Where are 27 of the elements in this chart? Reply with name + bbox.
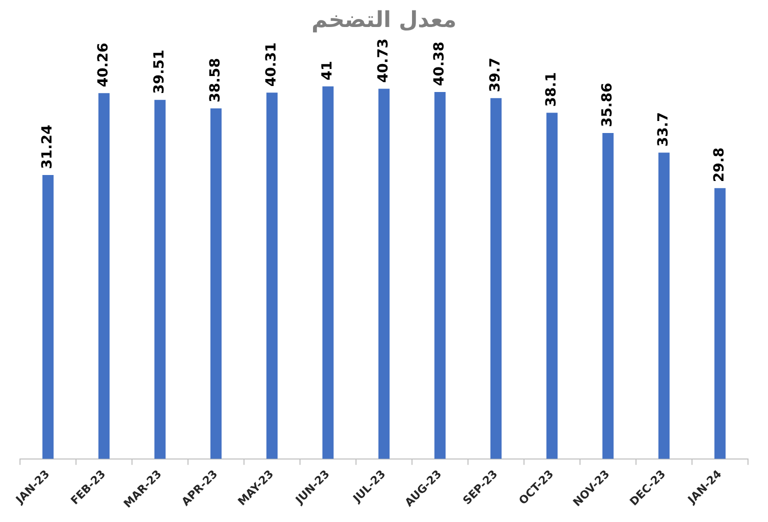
data-label: 33.7 [656, 112, 672, 147]
data-label: 38.1 [544, 72, 560, 107]
data-label: 38.58 [208, 58, 224, 102]
data-label: 40.38 [432, 42, 448, 86]
bar [658, 152, 670, 459]
data-label: 40.26 [96, 42, 112, 88]
bar [434, 92, 446, 459]
bar [378, 88, 390, 459]
bar [98, 93, 110, 459]
bar [266, 92, 278, 459]
data-label: 41 [320, 60, 336, 80]
data-label: 35.86 [600, 82, 616, 128]
bar [322, 86, 334, 459]
data-label: 29.8 [712, 148, 728, 182]
chart-title: معدل التضخم [310, 8, 458, 33]
bar [154, 100, 166, 459]
bar [490, 98, 502, 459]
bar [714, 188, 726, 459]
data-label: 39.7 [488, 58, 504, 92]
data-label: 40.31 [264, 42, 280, 87]
data-label: 31.24 [40, 124, 56, 170]
data-label: 40.73 [376, 38, 392, 83]
bar [602, 133, 614, 459]
bar [210, 108, 222, 459]
bar [546, 112, 558, 459]
bar [42, 175, 54, 459]
data-label: 39.51 [152, 50, 168, 94]
